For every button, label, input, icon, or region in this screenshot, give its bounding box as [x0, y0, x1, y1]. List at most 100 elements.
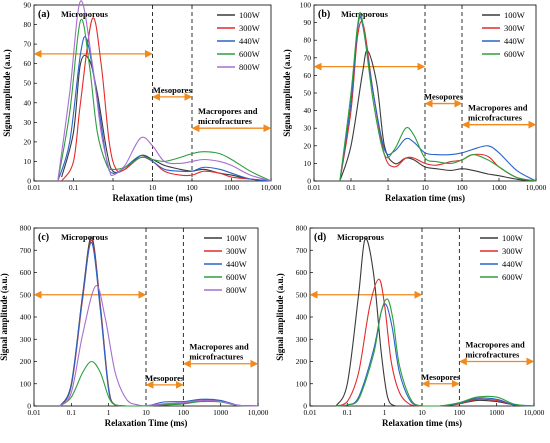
- y-tick-label: 30: [304, 124, 312, 133]
- panel-label: (a): [38, 9, 50, 20]
- series-line-800W: [59, 285, 259, 407]
- x-axis-label: Relaxation time (ms): [382, 418, 462, 428]
- x-tick-label: 10,000: [526, 183, 547, 192]
- x-tick-label: 0.1: [69, 183, 79, 192]
- legend-entry: 100W: [239, 10, 260, 20]
- legend-entry: 800W: [239, 62, 260, 72]
- y-tick-label: 700: [20, 246, 32, 255]
- y-tick-label: 10: [304, 159, 312, 168]
- annotation-mesopores: Mesopores: [145, 373, 185, 383]
- annotation-mesopores: Mesopores: [421, 372, 461, 382]
- annotation-microfractures: microfractures: [468, 113, 523, 123]
- legend-entry: 300W: [239, 23, 260, 33]
- series-line-600W: [339, 11, 537, 182]
- annotation-macropores: Macropores and: [468, 103, 528, 113]
- chart-panel-b: 0.01 0.1 1 10 100 1000 10,000 0 10 20 30 40 50 60 70 80…: [282, 1, 547, 204]
- y-tick-label: 500: [296, 290, 308, 299]
- legend-entry: 600W: [502, 272, 523, 282]
- legend-entry: 440W: [226, 259, 247, 269]
- x-tick-label: 1: [111, 183, 115, 192]
- x-tick-label: 0.01: [307, 183, 320, 192]
- legend-entry: 100W: [502, 233, 523, 243]
- x-tick-label: 0.01: [27, 408, 40, 417]
- y-tick-label: 70: [24, 40, 32, 49]
- series-line-800W: [57, 0, 272, 182]
- y-tick-label: 200: [296, 357, 308, 366]
- y-tick-label: 10: [24, 157, 32, 166]
- y-tick-label: 400: [296, 313, 308, 322]
- y-tick-label: 50: [24, 79, 32, 88]
- x-tick-label: 1000: [492, 183, 507, 192]
- x-tick-label: 0.01: [27, 183, 40, 192]
- annotation-microporous: Microporous: [61, 232, 109, 242]
- y-tick-label: 70: [304, 53, 312, 62]
- legend-entry: 300W: [504, 23, 525, 33]
- y-tick-label: 600: [20, 268, 32, 277]
- y-tick-label: 40: [304, 106, 312, 115]
- x-tick-label: 1000: [224, 183, 239, 192]
- x-axis-label: Relaxation time (ms): [385, 193, 465, 203]
- legend-entry: 100W: [504, 10, 525, 20]
- series-line-600W: [57, 18, 272, 182]
- legend-entry: 600W: [504, 49, 525, 59]
- y-axis-label: Signal amplitude (a.u.): [0, 273, 9, 361]
- x-tick-label: 100: [454, 408, 466, 417]
- series-line-440W: [339, 16, 537, 182]
- annotation-microfractures: microfractures: [189, 352, 244, 362]
- annotation-microfractures: microfractures: [198, 116, 253, 126]
- y-tick-label: 0: [27, 402, 31, 411]
- y-tick-label: 600: [296, 268, 308, 277]
- legend-entry: 440W: [504, 36, 525, 46]
- y-tick-label: 80: [304, 36, 312, 45]
- legend-entry: 600W: [239, 49, 260, 59]
- y-tick-label: 60: [304, 71, 312, 80]
- x-tick-label: 1: [107, 408, 111, 417]
- x-tick-label: 0.1: [67, 408, 77, 417]
- legend-entry: 300W: [502, 246, 523, 256]
- series-line-440W: [336, 303, 535, 407]
- x-tick-label: 1: [383, 408, 387, 417]
- x-tick-label: 0.1: [343, 408, 353, 417]
- panel-label: (b): [318, 9, 330, 20]
- annotation-microporous: Microporous: [337, 232, 385, 242]
- legend-entry: 440W: [502, 259, 523, 269]
- y-axis-label: Signal amplitude (a.u.): [282, 49, 292, 137]
- y-tick-label: 90: [304, 18, 312, 27]
- legend-entry: 600W: [226, 272, 247, 282]
- legend-entry: 800W: [226, 285, 247, 295]
- legend-entry: 100W: [226, 233, 247, 243]
- x-tick-label: 100: [186, 183, 198, 192]
- y-tick-label: 700: [296, 246, 308, 255]
- x-tick-label: 10: [142, 408, 150, 417]
- y-tick-label: 80: [24, 20, 32, 29]
- y-tick-label: 0: [307, 177, 311, 186]
- series-line-600W: [59, 360, 259, 407]
- series-line-100W: [335, 238, 535, 407]
- y-tick-label: 40: [24, 98, 32, 107]
- chart-panel-d: 0.01 0.1 1 10 100 1000 10,000 0 100 200 300 400 500 6…: [275, 224, 545, 429]
- y-tick-label: 0: [27, 177, 31, 186]
- y-tick-label: 20: [24, 137, 32, 146]
- x-tick-label: 0.1: [346, 183, 356, 192]
- series-line-600W: [336, 298, 535, 407]
- x-tick-label: 1: [386, 183, 390, 192]
- y-tick-label: 90: [24, 1, 32, 10]
- x-tick-label: 10: [418, 408, 426, 417]
- y-tick-label: 100: [300, 1, 312, 10]
- series-line-300W: [335, 278, 535, 407]
- y-axis-label: Signal amplitude (a.u.): [275, 273, 285, 361]
- y-tick-label: 20: [304, 141, 312, 150]
- series-line-440W: [57, 36, 272, 182]
- chart-panel-a: 0.01 0.1 1 10 100 1000 10,000 0 10 20 30 40 50 60 70 80…: [2, 1, 282, 204]
- annotation-microfractures: microfractures: [465, 350, 520, 360]
- y-tick-label: 800: [296, 224, 308, 233]
- x-axis-label: Relaxation Time (ms): [105, 418, 188, 428]
- legend-entry: 300W: [226, 246, 247, 256]
- x-tick-label: 10,000: [524, 408, 545, 417]
- annotation-macropores: Macropores and: [189, 342, 249, 352]
- annotation-mesopores: Mesopores: [424, 92, 464, 102]
- y-tick-label: 0: [303, 402, 307, 411]
- y-tick-label: 100: [20, 379, 32, 388]
- y-tick-label: 60: [24, 59, 32, 68]
